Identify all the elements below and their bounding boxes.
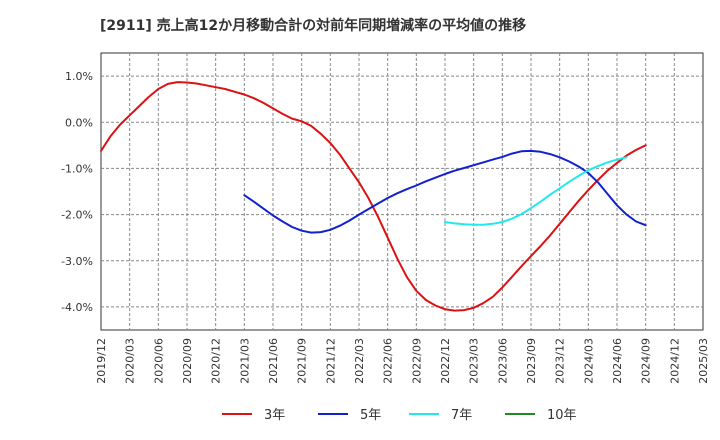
series-line-7年 [444, 156, 628, 226]
x-tick-label: 2020/03 [124, 338, 137, 384]
x-tick-label: 2022/03 [353, 338, 366, 384]
y-tick-label: -3.0% [61, 255, 93, 268]
x-tick-label: 2024/03 [582, 338, 595, 384]
x-tick-label: 2020/12 [210, 338, 223, 384]
legend-label-10年: 10年 [547, 408, 577, 423]
y-axis: 1.0% 0.0% -1.0% -2.0% -3.0% -4.0% [61, 70, 93, 314]
y-tick-label: 1.0% [65, 70, 93, 83]
x-tick-label: 2022/09 [410, 338, 423, 384]
x-tick-label: 2024/09 [640, 338, 653, 384]
x-tick-label: 2021/12 [324, 338, 337, 384]
x-tick-label: 2021/06 [267, 338, 280, 384]
series-line-3年 [100, 81, 647, 312]
y-tick-label: 0.0% [65, 116, 93, 129]
x-tick-label: 2020/06 [152, 338, 165, 384]
x-axis: 2019/12 2020/03 2020/06 2020/09 2020/12 2021/… [95, 338, 710, 384]
legend-label-5年: 5年 [360, 408, 381, 423]
legend-label-7年: 7年 [451, 408, 472, 423]
x-tick-label: 2023/06 [496, 338, 509, 384]
y-tick-label: -2.0% [61, 209, 93, 222]
y-tick-label: -4.0% [61, 301, 93, 314]
x-tick-label: 2025/03 [697, 338, 710, 384]
series-layer [100, 81, 647, 312]
x-tick-label: 2022/12 [439, 338, 452, 384]
grid-layer [101, 53, 703, 330]
chart-title: [2911] 売上高12か月移動合計の対前年同期増減率の平均値の推移 [100, 17, 526, 34]
series-line-5年 [243, 149, 647, 234]
x-tick-label: 2021/03 [238, 338, 251, 384]
y-tick-label: -1.0% [61, 162, 93, 175]
x-tick-label: 2021/09 [296, 338, 309, 384]
x-tick-label: 2020/09 [181, 338, 194, 384]
x-tick-label: 2024/12 [668, 338, 681, 384]
x-tick-label: 2023/12 [554, 338, 567, 384]
x-tick-label: 2023/03 [468, 338, 481, 384]
x-tick-label: 2024/06 [611, 338, 624, 384]
x-tick-label: 2022/06 [382, 338, 395, 384]
legend-label-3年: 3年 [264, 408, 285, 423]
legend: 3年 5年 7年 10年 [222, 408, 577, 423]
x-tick-label: 2019/12 [95, 338, 108, 384]
x-tick-label: 2023/09 [525, 338, 538, 384]
